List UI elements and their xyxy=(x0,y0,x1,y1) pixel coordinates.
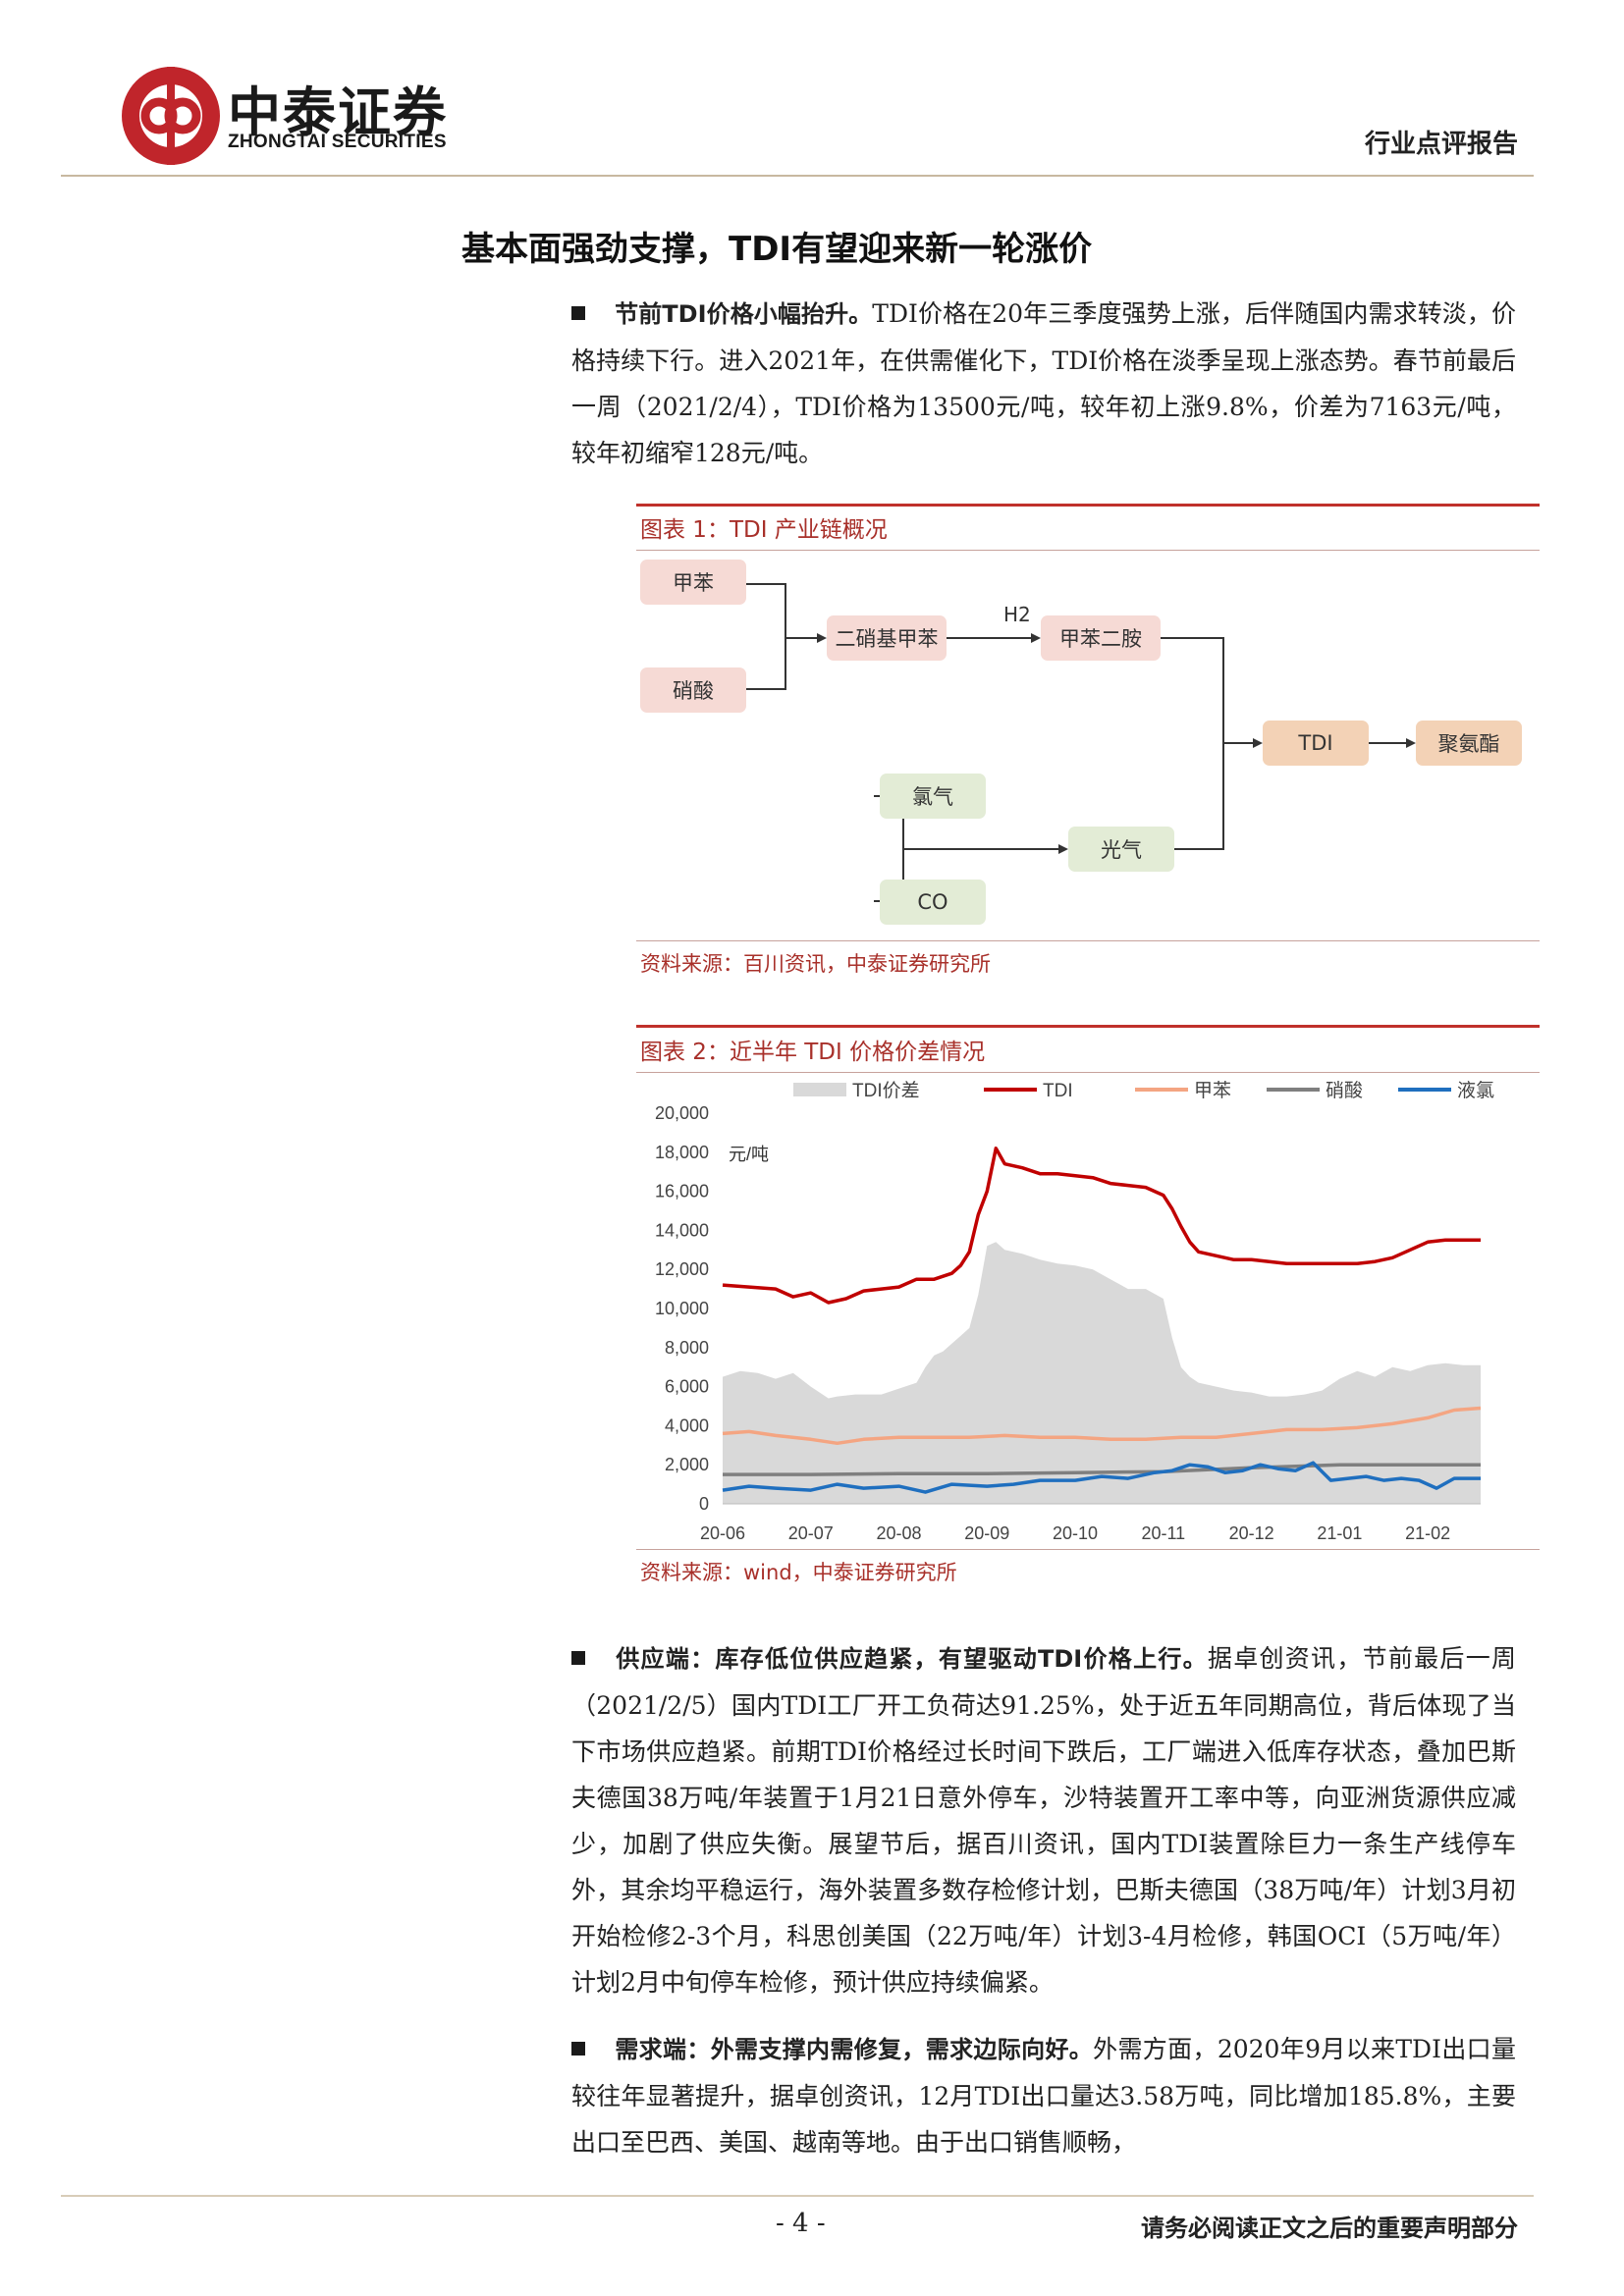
legend-label: 液氯 xyxy=(1457,1080,1494,1101)
bullet-icon xyxy=(571,306,585,320)
y-tick-label: 14,000 xyxy=(655,1220,709,1240)
y-tick-label: 6,000 xyxy=(665,1377,709,1397)
paragraph-1: 节前TDI价格小幅抬升。TDI价格在20年三季度强势上涨，后伴随国内需求转淡，价… xyxy=(571,291,1516,476)
paragraph-lead: 供应端：库存低位供应趋紧，有望驱动TDI价格上行。 xyxy=(615,1645,1208,1673)
legend-label: TDI xyxy=(1043,1081,1073,1101)
paragraph-lead: 需求端：外需支撑内需修复，需求边际向好。 xyxy=(615,2036,1094,2063)
legend-label: 甲苯 xyxy=(1194,1080,1231,1101)
y-tick-label: 2,000 xyxy=(665,1455,709,1474)
y-tick-label: 10,000 xyxy=(655,1299,709,1318)
footer-disclaimer: 请务必阅读正文之后的重要声明部分 xyxy=(1141,2215,1518,2242)
y-tick-label: 4,000 xyxy=(665,1415,709,1435)
series-line xyxy=(723,1463,1481,1476)
h2-edge-label: H2 xyxy=(1003,603,1031,626)
node-toluene: 甲苯 xyxy=(640,560,746,605)
report-type-label: 行业点评报告 xyxy=(1364,130,1518,159)
figure1-source-rule xyxy=(636,940,1540,941)
paragraph-2: 供应端：库存低位供应趋紧，有望驱动TDI价格上行。据卓创资讯，节前最后一周（20… xyxy=(571,1635,1516,2005)
x-tick-label: 20-08 xyxy=(877,1523,922,1543)
node-nitric-acid: 硝酸 xyxy=(640,667,746,713)
figure2-source: 资料来源：wind，中泰证券研究所 xyxy=(640,1561,957,1584)
paragraph-text: TDI价格在20年三季度强势上涨，后伴随国内需求转淡，价格持续下行。进入2021… xyxy=(571,299,1516,467)
y-tick-label: 16,000 xyxy=(655,1182,709,1201)
figure1-source: 资料来源：百川资讯，中泰证券研究所 xyxy=(640,952,991,976)
x-tick-label: 21-01 xyxy=(1317,1523,1362,1543)
node-toluenediamine: 甲苯二胺 xyxy=(1041,615,1161,661)
figure2-source-rule xyxy=(636,1549,1540,1550)
figure1-top-rule xyxy=(636,504,1540,507)
y-tick-label: 12,000 xyxy=(655,1259,709,1279)
node-phosgene: 光气 xyxy=(1068,827,1174,872)
company-name-en: ZHONGTAI SECURITIES xyxy=(228,132,447,152)
x-tick-label: 20-12 xyxy=(1229,1523,1274,1543)
company-name-cn: 中泰证券 xyxy=(228,81,448,143)
page-number: - 4 - xyxy=(776,2209,826,2238)
figure2-title-rule xyxy=(636,1072,1540,1073)
bullet-icon xyxy=(571,1651,585,1665)
node-polyurethane: 聚氨酯 xyxy=(1416,721,1522,766)
figure1-title: 图表 1：TDI 产业链概况 xyxy=(640,517,888,543)
company-logo-icon xyxy=(122,67,220,165)
figure2-title: 图表 2：近半年 TDI 价格价差情况 xyxy=(640,1040,986,1065)
node-co: CO xyxy=(880,880,986,925)
x-tick-label: 20-10 xyxy=(1053,1523,1098,1543)
legend-label: TDI价差 xyxy=(852,1080,920,1101)
x-tick-label: 20-11 xyxy=(1141,1523,1185,1543)
legend-swatch xyxy=(793,1083,846,1096)
y-axis-label: 元/吨 xyxy=(729,1145,769,1164)
figure2-top-rule xyxy=(636,1025,1540,1028)
paragraph-3: 需求端：外需支撑内需修复，需求边际向好。外需方面，2020年9月以来TDI出口量… xyxy=(571,2026,1516,2165)
legend-label: 硝酸 xyxy=(1326,1080,1363,1101)
node-tdi: TDI xyxy=(1263,721,1369,766)
series-line xyxy=(722,1461,1481,1494)
x-tick-label: 21-02 xyxy=(1405,1523,1450,1543)
x-tick-label: 20-09 xyxy=(964,1523,1009,1543)
bullet-icon xyxy=(571,2042,585,2056)
node-dinitrotoluene: 二硝基甲苯 xyxy=(827,615,947,661)
paragraph-lead: 节前TDI价格小幅抬升。 xyxy=(615,300,873,328)
figure1-connectors xyxy=(746,583,1416,902)
x-tick-label: 20-06 xyxy=(700,1523,745,1543)
header-divider xyxy=(61,175,1534,177)
y-tick-label: 20,000 xyxy=(655,1103,709,1123)
y-tick-label: 18,000 xyxy=(655,1143,709,1162)
y-tick-label: 0 xyxy=(699,1494,709,1514)
figure1-title-rule xyxy=(636,550,1540,551)
paragraph-text: 外需方面，2020年9月以来TDI出口量较往年显著提升，据卓创资讯，12月TDI… xyxy=(571,2035,1516,2157)
node-chlorine: 氯气 xyxy=(880,774,986,819)
y-tick-label: 8,000 xyxy=(665,1338,709,1358)
footer-divider xyxy=(61,2195,1534,2197)
series-line xyxy=(722,1147,1481,1305)
tdi-price-spread-chart: 20,000 18,000 16,000 14,000 12,000 10,000 8,00… xyxy=(655,1080,1494,1543)
x-tick-label: 20-07 xyxy=(788,1523,834,1543)
paragraph-text: 据卓创资讯，节前最后一周（2021/2/5）国内TDI工厂开工负荷达91.25%… xyxy=(571,1644,1516,1997)
section-title: 基本面强劲支撑，TDI有望迎来新一轮涨价 xyxy=(461,230,1093,269)
series-line xyxy=(722,1406,1482,1446)
